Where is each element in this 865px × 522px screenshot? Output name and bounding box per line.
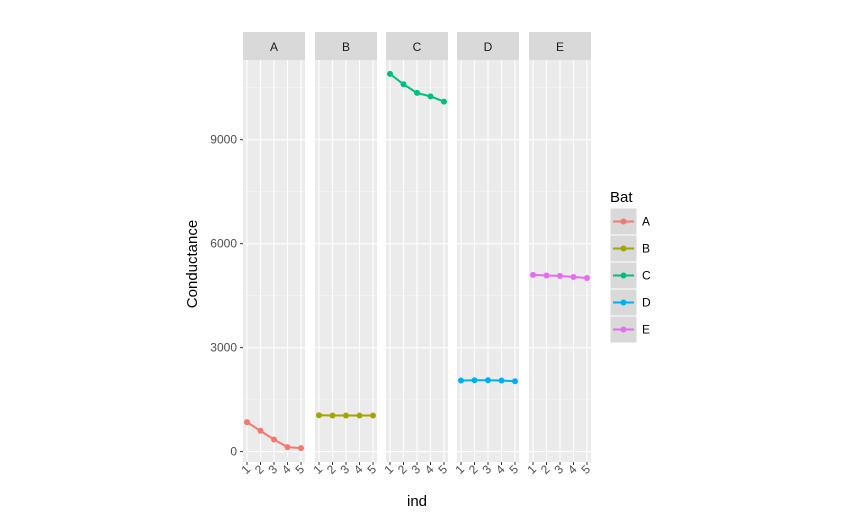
legend-label: A [642,215,650,229]
legend-label: D [642,296,651,310]
data-point [244,419,250,426]
x-tick-label: 2 [324,462,339,477]
legend-key-point [620,245,627,252]
facet-strip-label: E [556,40,564,54]
x-tick-label: 1 [238,462,253,477]
data-point [543,272,550,279]
x-tick-label: 3 [479,462,494,477]
data-point [485,377,491,384]
data-point [400,81,407,88]
legend-item-b: B [609,234,650,263]
facet-strip-label: D [484,40,493,54]
x-tick-label: 4 [493,462,508,477]
legend-key-point [620,299,627,306]
data-point [271,436,277,443]
x-tick-label: 4 [279,462,294,477]
data-point [498,377,505,384]
x-tick-label: 2 [538,462,553,477]
legend-key-point [620,326,627,333]
data-point [512,378,518,385]
legend-item-a: A [609,207,650,236]
data-point [427,93,434,100]
data-point [257,427,264,434]
legend-key-point [620,272,627,279]
x-tick-label: 3 [408,462,423,477]
data-point [570,273,577,280]
facet-strip [243,32,305,60]
x-tick-label: 1 [381,462,396,477]
data-point [370,412,376,419]
data-point [584,274,590,281]
data-point [356,412,363,419]
y-tick-label: 9000 [210,133,237,147]
x-tick-label: 5 [506,462,521,477]
legend-item-e: E [609,315,650,344]
data-point [329,412,336,419]
facet-strip-label: B [342,40,350,54]
x-tick-label: 5 [435,462,450,477]
legend-key-point [620,218,627,225]
data-point [414,89,420,96]
legend-label: E [642,323,650,337]
x-tick-label: 3 [265,462,280,477]
data-point [557,272,563,279]
facet-strip-label: A [270,40,278,54]
x-axis-title: ind [407,493,427,510]
facet-strip [315,32,377,60]
legend-label: C [642,269,651,283]
facet-strip [386,32,448,60]
data-point [530,271,536,278]
x-tick-label: 5 [364,462,379,477]
x-tick-label: 1 [310,462,325,477]
x-tick-label: 4 [565,462,580,477]
x-tick-label: 3 [337,462,352,477]
data-point [298,445,304,452]
y-tick-label: 6000 [210,237,237,251]
facet-strip [529,32,591,60]
data-point [458,377,464,384]
facet-strip [457,32,519,60]
data-point [471,377,478,384]
data-point [387,70,393,77]
data-point [316,412,322,419]
legend-label: B [642,242,650,256]
facet-strip-label: C [413,40,422,54]
y-tick-label: 3000 [210,341,237,355]
y-axis-title: Conductance [184,220,201,308]
x-tick-label: 4 [422,462,437,477]
data-point [343,412,349,419]
x-tick-label: 3 [551,462,566,477]
x-tick-label: 5 [292,462,307,477]
x-tick-label: 5 [578,462,593,477]
legend-item-d: D [609,288,651,317]
y-axis: 0 3000 6000 9000 [210,133,243,459]
x-tick-label: 2 [252,462,267,477]
x-tick-label: 1 [452,462,467,477]
data-point [441,98,447,105]
x-tick-label: 4 [351,462,366,477]
legend-item-c: C [609,261,651,290]
legend-title: Bat [610,189,633,206]
data-point [284,444,291,451]
x-tick-label: 2 [395,462,410,477]
x-tick-label: 2 [466,462,481,477]
x-tick-label: 1 [524,462,539,477]
y-tick-label: 0 [230,445,237,459]
